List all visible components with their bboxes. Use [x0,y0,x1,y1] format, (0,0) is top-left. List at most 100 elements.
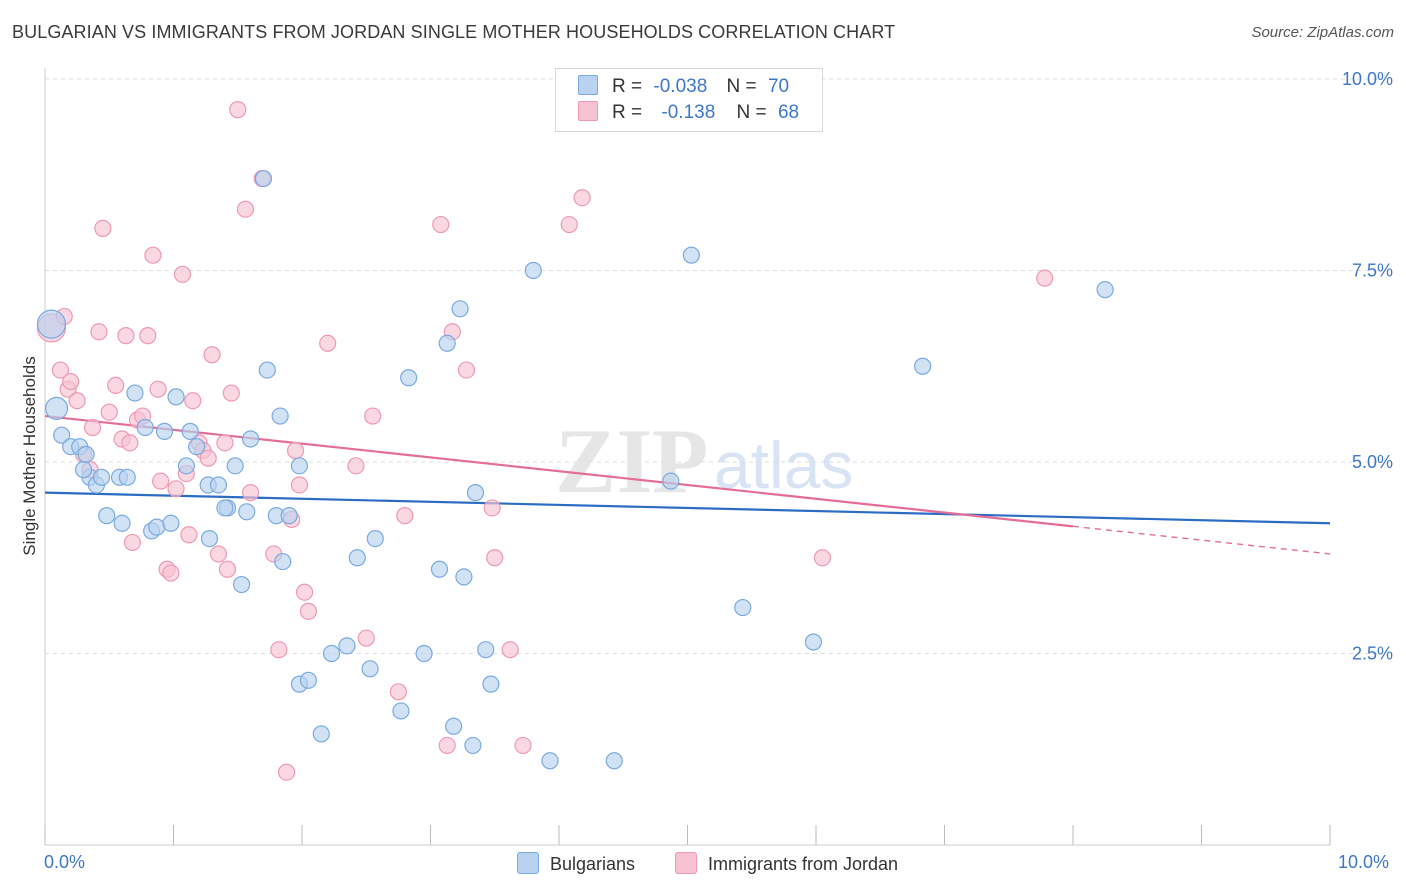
data-point-jordan [83,418,102,437]
legend-r-value: -0.138 [661,102,716,123]
data-point-bulgarians [258,361,276,379]
data-point-bulgarians [366,529,384,548]
data-point-bulgarians [466,484,485,502]
trend-line-jordan [44,414,1074,528]
data-point-bulgarians [271,407,289,425]
data-point-jordan [560,215,578,234]
data-point-bulgarians [361,660,379,678]
legend-r-label: R = [612,102,643,123]
data-point-jordan [90,323,108,341]
trend-layer [44,414,1331,555]
legend-swatch-pink [578,101,598,121]
data-point-jordan [364,407,382,425]
data-point-jordan [389,683,407,701]
data-point-jordan [123,533,141,552]
data-point-jordan [286,441,305,460]
data-point-jordan [242,484,260,502]
data-point-bulgarians [118,468,136,486]
data-point-bulgarians [162,514,180,532]
data-point-bulgarians [455,568,473,586]
data-point-bulgarians [274,552,292,571]
data-point-bulgarians [36,309,67,339]
correlation-legend: R = -0.038 N = 70 R = -0.138 N = 68 [555,68,823,132]
y-tick-label: 10.0% [1342,69,1393,89]
tick-labels-layer: 2.5% 5.0% 7.5% 10.0% [1342,69,1393,664]
data-point-jordan [319,334,337,352]
legend-row-bulgarians: R = -0.038 N = 70 [578,75,789,99]
data-point-jordan [94,219,112,237]
data-point-bulgarians [44,396,69,420]
data-point-jordan [68,392,86,410]
data-point-jordan [357,629,375,647]
data-point-jordan [107,376,125,394]
data-point-bulgarians [734,598,752,617]
data-point-bulgarians [233,575,251,594]
data-point-bulgarians [98,507,116,525]
data-point-bulgarians [155,422,174,440]
data-point-jordan [486,549,504,567]
data-point-bulgarians [200,529,219,548]
legend-item-jordan: Immigrants from Jordan [675,852,898,875]
data-point-jordan [152,472,170,490]
data-point-jordan [51,361,70,379]
legend-row-jordan: R = -0.138 N = 68 [578,101,799,125]
data-point-jordan [180,526,198,544]
data-point-bulgarians [322,644,341,663]
data-point-jordan [162,564,180,582]
grid-layer [45,78,1380,654]
data-point-jordan [100,403,118,421]
data-point-bulgarians [400,369,418,387]
trend-line-bulgarians [44,491,1331,525]
chart-title: BULGARIAN VS IMMIGRANTS FROM JORDAN SING… [12,22,896,42]
series-legend: Bulgarians Immigrants from Jordan [0,852,1406,876]
data-point-jordan [457,361,476,379]
y-tick-label: 2.5% [1352,644,1393,664]
watermark: ZIP atlas [555,410,853,512]
data-point-bulgarians [451,300,469,318]
data-point-bulgarians [188,438,206,456]
data-point-bulgarians [238,503,256,521]
data-point-bulgarians [290,457,309,475]
legend-n-value: 70 [767,76,790,97]
y-tick-label: 7.5% [1352,261,1393,281]
data-point-jordan [117,327,135,345]
data-point-jordan [1036,269,1054,287]
data-point-bulgarians [209,476,228,494]
data-point-bulgarians [605,752,623,770]
y-tick-label: 5.0% [1352,452,1393,472]
data-point-bulgarians [438,334,456,352]
data-point-bulgarians [662,472,680,490]
data-point-jordan [149,380,167,398]
data-point-bulgarians [280,507,298,525]
data-point-bulgarians [148,518,166,536]
data-point-jordan [295,583,314,601]
legend-swatch-blue [578,75,598,95]
data-point-jordan [813,549,832,567]
legend-n-value: 68 [777,102,800,123]
data-point-jordan [270,641,288,659]
data-point-jordan [203,346,221,364]
data-point-bulgarians [524,261,542,280]
data-point-bulgarians [415,644,433,663]
data-point-jordan [222,384,240,402]
data-point-jordan [347,457,365,475]
data-point-bulgarians [445,717,463,735]
data-point-bulgarians [181,422,199,440]
data-point-jordan [218,560,237,578]
legend-n-label: N = [726,76,757,97]
data-point-bulgarians [299,671,318,689]
legend-item-bulgarians: Bulgarians [517,852,635,875]
points-layer [36,70,1114,781]
data-point-bulgarians [177,457,195,475]
data-point-bulgarians [1096,281,1114,299]
data-point-jordan [277,763,296,781]
data-point-jordan [501,641,519,659]
data-point-bulgarians [682,246,700,264]
watermark-zip: ZIP [555,410,708,512]
legend-r-value: -0.038 [653,76,708,97]
data-point-jordan [396,507,414,525]
data-point-jordan [290,476,309,494]
data-point-bulgarians [392,702,410,720]
legend-r-label: R = [612,76,643,97]
